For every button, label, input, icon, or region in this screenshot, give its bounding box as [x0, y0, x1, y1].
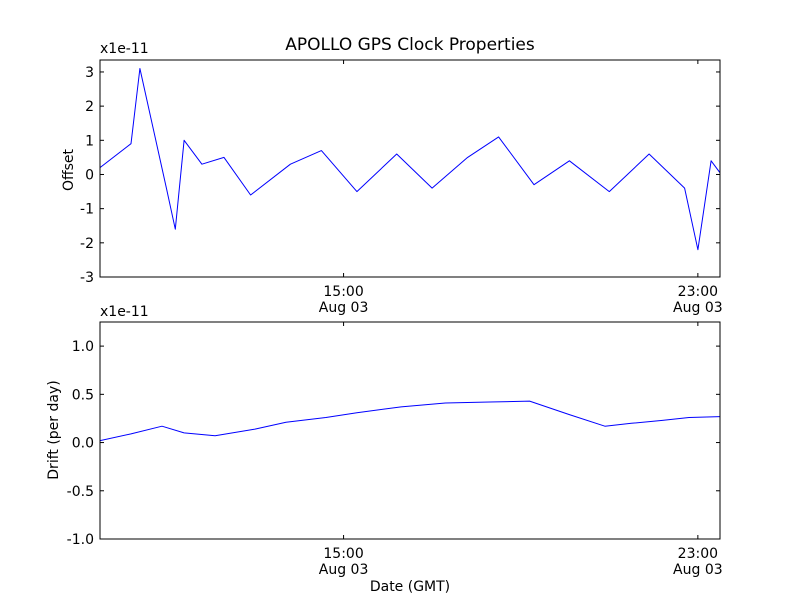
offset-ytick-label: -1	[80, 202, 94, 218]
offset-ytick-label: -2	[80, 236, 94, 252]
offset-ytick-label: 3	[85, 65, 94, 81]
offset-xtick-label: 23:00 Aug 03	[673, 284, 723, 316]
drift-xlabel: Date (GMT)	[370, 579, 450, 595]
offset-ytick-label: 0	[85, 167, 94, 183]
offset-ylabel: Offset	[61, 148, 77, 191]
drift-ytick-label: -0.5	[67, 484, 94, 500]
drift-xtick-label: 15:00 Aug 03	[319, 546, 369, 578]
chart-title: APOLLO GPS Clock Properties	[285, 35, 535, 55]
drift-ytick-label: 0.0	[72, 436, 94, 452]
offset-ytick-label: 2	[85, 99, 94, 115]
drift-ytick-label: 1.0	[72, 339, 94, 355]
drift-series-line	[100, 400, 720, 442]
offset-ytick-label: 1	[85, 133, 94, 149]
drift-ytick-label: 0.5	[72, 387, 94, 403]
offset-axes-frame	[99, 59, 721, 278]
offset-series-line	[100, 68, 720, 251]
drift-axes-frame	[99, 321, 721, 540]
offset-xtick-label: 15:00 Aug 03	[319, 284, 369, 316]
drift-ytick-label: -1.0	[67, 532, 94, 548]
offset-multiplier: x1e-11	[100, 41, 149, 57]
drift-panel: x1e-11 Drift (per day) Date (GMT) -1.0 -0…	[46, 304, 723, 595]
offset-ytick-label: -3	[80, 270, 94, 286]
drift-multiplier: x1e-11	[100, 304, 149, 320]
drift-xtick-label: 23:00 Aug 03	[673, 546, 723, 578]
offset-panel: x1e-11 Offset -3 -2 -1 0 1 2 3 15:00 Aug 03 23:00…	[61, 41, 723, 316]
drift-ylabel: Drift (per day)	[46, 380, 62, 479]
